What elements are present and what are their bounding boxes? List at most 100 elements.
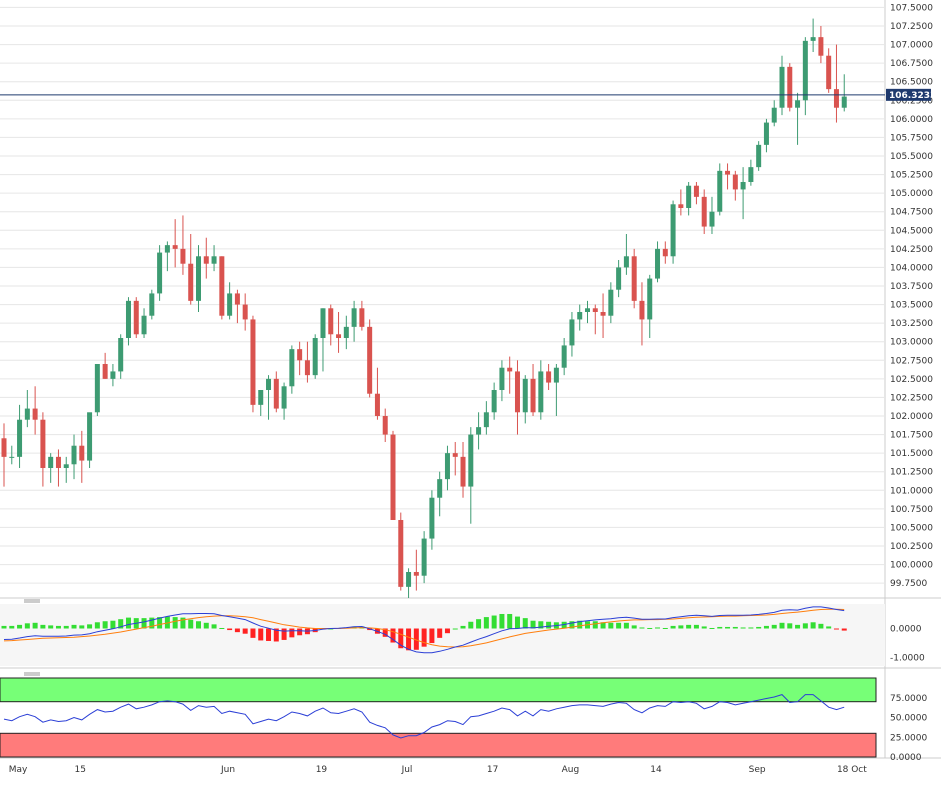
rsi-tick-label: 0.0000 <box>890 753 922 763</box>
macd-histogram-bar <box>266 628 272 641</box>
rsi-panel-resize-handle[interactable] <box>24 672 40 676</box>
price-tick-label: 102.2500 <box>890 393 933 403</box>
candle-body <box>491 390 497 413</box>
candle-body <box>623 256 629 268</box>
candle <box>382 408 388 442</box>
candle-body <box>717 170 723 212</box>
macd-histogram-bar <box>273 628 279 642</box>
macd-histogram-bar <box>592 621 598 629</box>
macd-histogram-bar <box>63 625 69 629</box>
candle <box>79 430 85 483</box>
candle <box>444 445 450 491</box>
macd-histogram-bar <box>196 621 201 629</box>
candle-body <box>79 445 85 461</box>
macd-histogram-bar <box>413 628 419 650</box>
macd-histogram-bar <box>390 628 396 643</box>
candle-body <box>367 326 373 394</box>
candle <box>810 18 816 52</box>
candle <box>227 282 233 320</box>
candle-body <box>102 364 108 379</box>
macd-histogram-bar <box>87 624 93 629</box>
candle <box>188 234 194 305</box>
candle-body <box>312 338 318 376</box>
candle <box>429 490 435 550</box>
candlestick-series <box>1 18 847 598</box>
candle <box>63 456 69 483</box>
candle <box>24 390 30 428</box>
candle <box>483 401 489 435</box>
candle-body <box>55 456 61 468</box>
macd-histogram-bar <box>507 613 513 629</box>
candle-body <box>9 456 15 458</box>
candle-body <box>553 367 559 383</box>
date-tick-label: 17 <box>487 765 498 775</box>
rsi-panel: 75.0000 50.0000 25.0000 0.0000 <box>0 677 927 763</box>
candle-body <box>188 263 194 301</box>
candle <box>452 442 458 476</box>
candle-body <box>522 378 528 413</box>
candle <box>328 304 334 346</box>
candle-body <box>304 360 310 376</box>
candle-body <box>289 349 295 387</box>
candle <box>787 63 793 112</box>
candle <box>701 189 707 234</box>
candle-body <box>413 572 419 576</box>
candle-body <box>569 319 575 346</box>
macd-histogram-bar <box>701 626 707 629</box>
price-tick-label: 105.7500 <box>890 133 933 143</box>
price-tick-label: 101.7500 <box>890 431 933 441</box>
macd-histogram-bar <box>211 624 217 629</box>
macd-histogram-bar <box>242 628 248 634</box>
price-tick-label: 106.2500 <box>890 96 933 106</box>
candle-body <box>514 371 520 413</box>
date-tick-label: Aug <box>562 765 580 775</box>
macd-histogram-bar <box>110 620 116 629</box>
macd-histogram-bar <box>693 624 699 629</box>
macd-histogram-bar <box>421 628 427 647</box>
macd-histogram-bar <box>725 626 731 629</box>
price-axis-ticks: 107.5000 107.2500 107.0000 106.7500 106.5000… <box>890 3 933 589</box>
price-tick-label: 106.5000 <box>890 78 933 88</box>
candle <box>818 26 824 64</box>
macd-background <box>0 604 885 666</box>
price-axis-area <box>885 0 941 790</box>
last-price-marker: 106.3233 <box>0 88 936 101</box>
candle-body <box>250 319 256 405</box>
candle-body <box>32 408 38 420</box>
rsi-line <box>3 694 845 739</box>
candle <box>9 445 15 465</box>
candle <box>717 163 723 216</box>
candle <box>258 390 264 416</box>
macd-histogram-bar <box>740 627 746 629</box>
macd-histogram-bar <box>141 618 147 629</box>
candle-body <box>71 445 77 465</box>
price-tick-label: 107.5000 <box>890 3 933 13</box>
macd-signal-line <box>3 608 845 648</box>
macd-histogram-bar <box>802 623 808 629</box>
candle-body <box>530 378 536 413</box>
candle <box>196 245 201 312</box>
candle-body <box>833 89 839 108</box>
candle-body <box>756 144 762 168</box>
macd-histogram-bar <box>522 618 528 629</box>
macd-panel-resize-handle[interactable] <box>24 599 40 603</box>
macd-histogram-bar <box>227 628 233 631</box>
candle <box>631 248 637 309</box>
candle <box>297 341 303 376</box>
candle-body <box>795 100 801 108</box>
macd-histogram-bar <box>180 617 186 629</box>
rsi-oversold-zone <box>0 732 877 758</box>
candle <box>655 241 661 283</box>
candle <box>647 274 653 338</box>
macd-histogram-bar <box>48 625 54 629</box>
candle <box>686 182 692 216</box>
candle-body <box>421 538 427 576</box>
candle <box>709 196 715 234</box>
macd-histogram-bar <box>258 628 264 641</box>
price-tick-label: 104.5000 <box>890 226 933 236</box>
candle-body <box>444 453 450 480</box>
candle-body <box>336 334 342 338</box>
candle-body <box>196 256 201 301</box>
candle-body <box>600 312 606 316</box>
